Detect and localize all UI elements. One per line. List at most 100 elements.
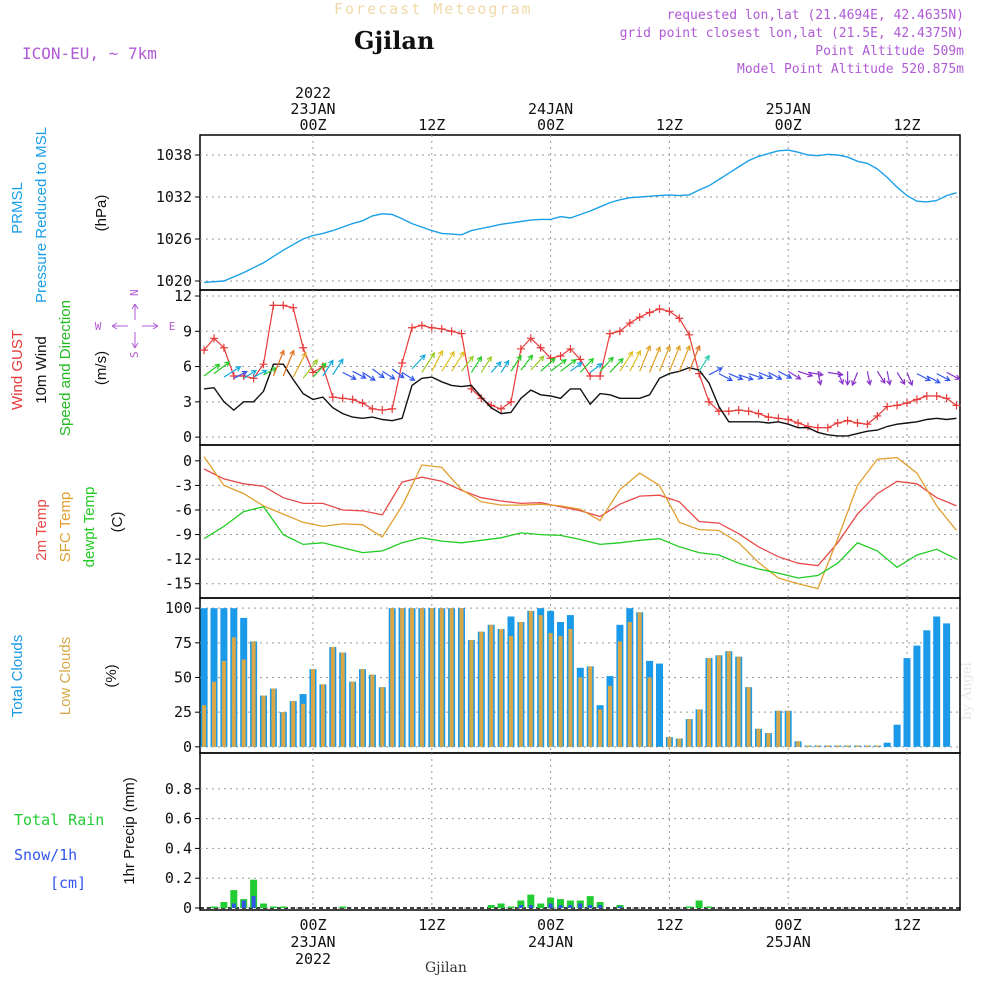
gust-marker	[912, 395, 921, 404]
low-cloud-bar	[528, 610, 533, 747]
wind-arrow	[401, 371, 416, 381]
top-time-label: 25JAN	[766, 100, 811, 118]
wind-arrow	[758, 371, 774, 380]
gust-marker	[289, 303, 298, 312]
total-cloud-bar	[923, 630, 931, 747]
low-cloud-bar	[736, 656, 741, 747]
low-cloud-bar	[815, 745, 820, 747]
rain-bar	[220, 902, 228, 908]
gust-marker	[229, 371, 238, 380]
wind-arrow	[441, 350, 455, 372]
precip-unit: 1hr Precip (mm)	[121, 777, 138, 885]
gust-marker	[922, 391, 931, 400]
panel-frame-temperature	[199, 444, 961, 599]
wind-arrow	[570, 361, 583, 372]
top-time-label: 12Z	[418, 116, 445, 134]
snow-bar	[251, 896, 256, 908]
gust-marker	[764, 413, 773, 422]
total-cloud-bar	[210, 608, 218, 747]
wind-arrow	[550, 358, 567, 372]
low-cloud-bar	[281, 712, 286, 747]
low-cloud-bar	[410, 608, 414, 747]
wind-arrow	[619, 350, 634, 372]
ytick-label: -9	[174, 526, 192, 544]
wind-arrow	[520, 354, 534, 371]
rain-bar	[339, 906, 347, 908]
gust-marker	[853, 419, 862, 428]
low-cloud-bar	[301, 703, 306, 747]
gust-marker	[615, 327, 624, 336]
wind-arrow	[510, 354, 522, 372]
gust-marker	[645, 308, 654, 317]
rain-bar	[230, 890, 238, 908]
low-cloud-bar	[459, 608, 464, 747]
gust-marker	[952, 401, 961, 410]
low-cloud-bar	[697, 709, 702, 747]
low-cloud-bar	[251, 641, 256, 747]
rain-bar	[507, 906, 515, 908]
low-cloud-bar	[845, 745, 850, 747]
wind-arrow	[223, 366, 242, 378]
ytick-label: 12	[174, 287, 192, 305]
ytick-label: 0.4	[165, 839, 192, 857]
gust-marker	[328, 393, 337, 402]
compass-s: S	[128, 351, 141, 358]
low-cloud-bar	[716, 655, 721, 747]
top-time-label: 12Z	[656, 116, 683, 134]
wind-arrow	[698, 354, 710, 372]
wind-arrow	[589, 363, 603, 373]
ytick-label: 1020	[156, 272, 192, 290]
wind-arrow	[668, 344, 681, 372]
pressure-line	[204, 149, 957, 284]
cloud-unit: (%)	[103, 664, 120, 687]
gust-marker	[437, 324, 446, 333]
wind-arrow	[886, 371, 892, 386]
gust-marker	[813, 423, 822, 432]
bottom-time-label: 12Z	[656, 916, 683, 934]
wind-arrow	[322, 359, 334, 377]
gust-marker	[378, 406, 387, 415]
low-cloud-bar	[687, 719, 692, 747]
gust-marker	[724, 407, 733, 416]
wind-arrow	[411, 354, 426, 370]
low-cloud-bar	[509, 635, 513, 747]
wind-arrow	[342, 371, 357, 380]
wind-arrow	[946, 371, 961, 380]
total-cloud-bar	[893, 724, 901, 747]
wind-arrow	[708, 367, 724, 376]
wind-arrow	[609, 357, 624, 373]
bottom-time-label: 2022	[295, 950, 331, 968]
low-cloud-bar	[835, 745, 840, 747]
wind-arrow	[837, 371, 844, 386]
low-cloud-bar	[350, 681, 355, 747]
wind-arrow	[253, 369, 268, 378]
gust-marker	[754, 409, 763, 418]
wind-arrow	[738, 374, 754, 381]
low-cloud-bar	[311, 669, 315, 747]
low-cloud-bar	[796, 741, 801, 747]
gust-marker	[774, 414, 783, 423]
panel-frame-pressure	[199, 134, 961, 291]
wind-arrow	[203, 363, 221, 377]
snow-label: Snow/1h	[14, 846, 77, 864]
ytick-label: 1032	[156, 188, 192, 206]
ytick-label: -12	[165, 550, 192, 568]
wind-arrow	[560, 358, 577, 372]
gust-marker	[299, 343, 308, 352]
rain-bar	[210, 906, 218, 908]
gust-marker	[675, 314, 684, 323]
gust-marker	[794, 419, 803, 428]
ytick-label: -15	[165, 575, 192, 593]
snow-bar	[518, 905, 523, 908]
gust-marker	[309, 368, 317, 377]
top-time-label: 00Z	[775, 116, 802, 134]
point-altitude: Point Altitude 509m	[815, 44, 964, 59]
wind-arrow	[827, 371, 844, 378]
wind-arrow	[748, 373, 764, 380]
ytick-label: 100	[165, 599, 192, 617]
wind-arrow	[461, 355, 474, 372]
ytick-label: 0	[183, 738, 192, 756]
total-clouds-label: Total Clouds	[9, 635, 26, 718]
snow-bar	[598, 905, 603, 908]
total-rain-label: Total Rain	[14, 811, 104, 829]
